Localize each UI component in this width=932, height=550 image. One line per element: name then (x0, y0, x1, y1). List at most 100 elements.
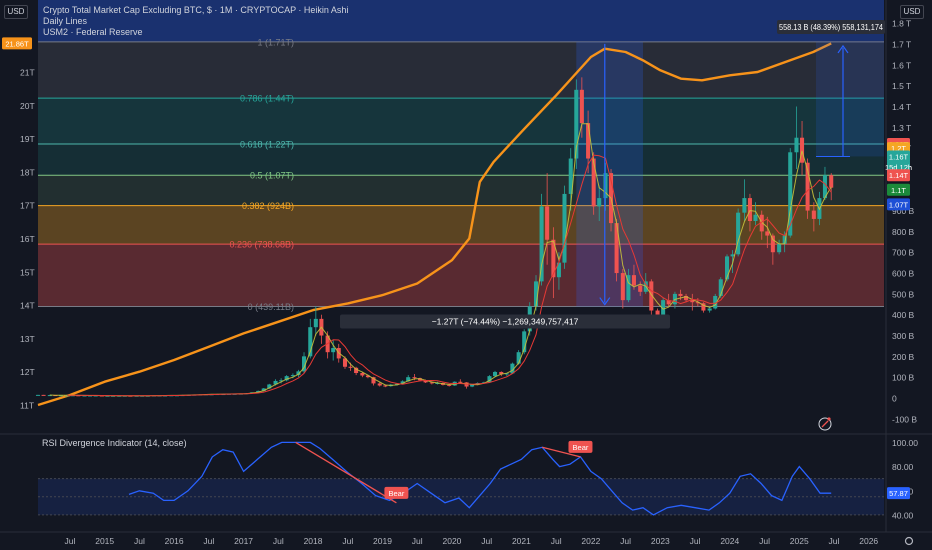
candle-body (620, 273, 625, 301)
price-label-bg (887, 198, 910, 211)
candle-body (718, 279, 723, 296)
candle-body (395, 383, 400, 385)
price-axis-tick: 1.5 T (892, 81, 911, 91)
candle (742, 179, 747, 221)
m2-axis-tick: 11T (20, 401, 34, 411)
time-axis-tick: 2022 (581, 536, 600, 546)
settings-gear-icon (904, 536, 914, 546)
candle-body (742, 198, 747, 213)
candle-body (638, 285, 643, 292)
candle-body (753, 214, 758, 221)
m2-axis-tick: 14T (20, 301, 35, 311)
candle-body (597, 198, 602, 207)
candle-body (412, 377, 417, 379)
candle-body (788, 152, 793, 236)
candle-body (649, 281, 654, 311)
candle (626, 268, 631, 303)
time-axis-tick: 2021 (512, 536, 531, 546)
candle-body (811, 210, 816, 219)
candle-body (822, 175, 827, 199)
candle-body (533, 281, 539, 307)
time-axis-tick: Jul (551, 536, 562, 546)
fib-top-band (38, 0, 884, 42)
time-axis-tick: Jul (273, 536, 284, 546)
candle-body (423, 380, 428, 383)
time-axis-tick: 2019 (373, 536, 392, 546)
candle (753, 202, 758, 226)
alert-icon-mark (821, 420, 829, 428)
fib-level-label: 0.618 (1.22T) (240, 139, 294, 149)
candle-body (296, 371, 301, 376)
overlay-usm2[interactable]: USM2 · Federal Reserve (43, 27, 143, 37)
candle-body (545, 206, 550, 240)
rsi-divergence-label: Bear (388, 489, 404, 498)
candle-body (562, 193, 567, 263)
candle-body (117, 395, 122, 397)
candle-body (522, 331, 527, 353)
candle-body (701, 303, 706, 311)
rsi-series-line (128, 441, 832, 516)
overlay-daily-lines[interactable]: Daily Lines (43, 16, 88, 26)
candle-body (499, 371, 504, 375)
candle-body (747, 198, 752, 221)
candle (360, 371, 365, 378)
fib-level-label: 0 (439.11B) (248, 302, 294, 312)
candle (279, 378, 284, 384)
fib-level-label: 0.5 (1.07T) (250, 171, 294, 181)
m2-axis-tick: 15T (20, 267, 35, 277)
m2-axis-tick: 12T (20, 367, 35, 377)
measure-drop-label: −1.27T (−74.44%) −1,269,349,757,417 (432, 317, 579, 327)
candle (539, 193, 544, 286)
candle-body (331, 348, 336, 353)
candle-body (342, 358, 348, 367)
m2-axis-tick: 17T (20, 201, 35, 211)
price-label: 1.07T (889, 200, 909, 209)
candle (661, 298, 666, 318)
price-axis-tick: 700 B (892, 248, 915, 258)
candle (829, 173, 834, 201)
time-axis-tick: Jul (829, 536, 840, 546)
candle-body (261, 388, 266, 391)
m2-axis-tick: 13T (20, 334, 35, 344)
candle (562, 185, 567, 269)
candle-body (695, 302, 700, 304)
candle-body (470, 384, 475, 387)
m2-axis-tick: 16T (20, 234, 35, 244)
candle-body (447, 384, 452, 386)
time-axis-tick: 2024 (720, 536, 739, 546)
candle-body (435, 383, 440, 385)
candle (284, 375, 289, 382)
rsi-divergence-badge (568, 440, 593, 453)
candle (586, 110, 591, 174)
candle-body (782, 235, 787, 244)
candle-body (539, 206, 544, 282)
candle-body (661, 300, 666, 317)
candle (545, 173, 550, 265)
m2-label-bg (2, 37, 32, 50)
candle-body (417, 378, 423, 381)
time-axis-tick: Jul (759, 536, 770, 546)
candle (301, 352, 307, 374)
currency-button-right[interactable]: USD (900, 5, 924, 19)
price-label-bg (887, 169, 910, 182)
candle (747, 193, 752, 232)
candle-body (568, 158, 573, 194)
chart-title[interactable]: Crypto Total Market Cap Excluding BTC, $… (43, 5, 349, 15)
candle (487, 375, 492, 383)
candle (35, 394, 41, 396)
candle (684, 293, 689, 303)
candle (649, 279, 654, 319)
candle-body (47, 395, 52, 397)
candle (690, 293, 695, 311)
candle-body (730, 254, 735, 257)
price-axis-tick: 600 B (892, 269, 915, 279)
candle (777, 239, 782, 255)
candle-body (829, 175, 834, 188)
currency-button-left[interactable]: USD (4, 5, 28, 19)
rsi-current-bg (887, 487, 910, 500)
alert-icon-dot (827, 417, 831, 421)
candle-body (574, 89, 579, 159)
time-axis-tick: Jul (65, 536, 76, 546)
price-axis-tick: 500 B (892, 289, 915, 299)
candle (313, 306, 318, 336)
